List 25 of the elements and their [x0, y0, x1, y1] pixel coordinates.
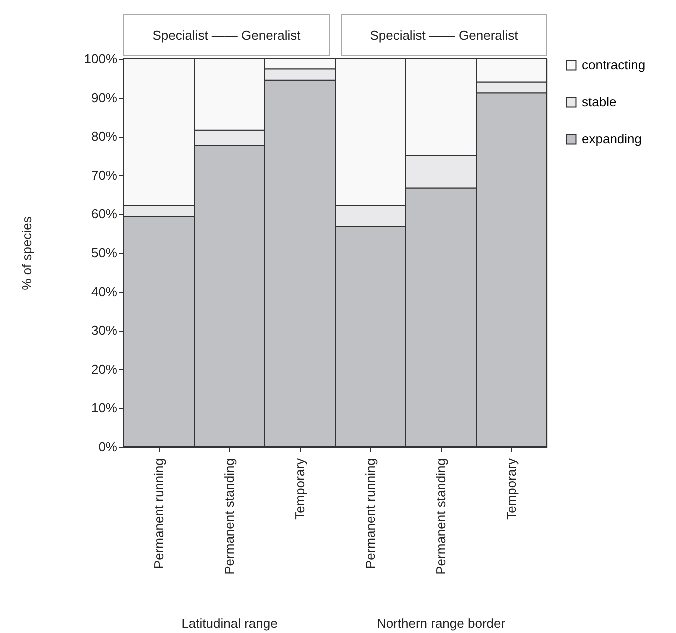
legend-label: expanding [582, 132, 642, 146]
x-tick-label: Permanent standing [222, 458, 237, 575]
y-tick-label: 30% [91, 323, 118, 338]
text: Latitudinal range [182, 616, 278, 631]
x-tick-label: Permanent standing [433, 458, 448, 575]
x-tick-label: Permanent running [362, 458, 378, 570]
y-tick-label: 10% [91, 400, 118, 416]
y-tick-label: 50% [91, 246, 118, 260]
text: Northern range border [376, 616, 506, 631]
legend-label: contracting [582, 58, 646, 72]
y-tick-label: 70% [91, 168, 118, 183]
y-tick-label: 60% [91, 206, 118, 222]
y-tick-label: 0% [98, 440, 118, 454]
x-tick-label: Temporary [504, 458, 519, 520]
text: Specialist —— Generalist [370, 28, 519, 43]
x-tick-label: Permanent running [151, 458, 166, 570]
text: Specialist —— Generalist [152, 28, 302, 43]
y-tick-label: 100% [84, 52, 118, 66]
y-tick-label: 40% [91, 284, 118, 300]
y-tick-label: 80% [91, 129, 118, 144]
y-tick-label: 90% [91, 90, 118, 106]
legend-label: stable [582, 94, 617, 110]
y-tick-label: 20% [91, 362, 118, 377]
x-tick-label: Temporary [292, 458, 308, 520]
y-axis-title: % of species [19, 216, 34, 290]
